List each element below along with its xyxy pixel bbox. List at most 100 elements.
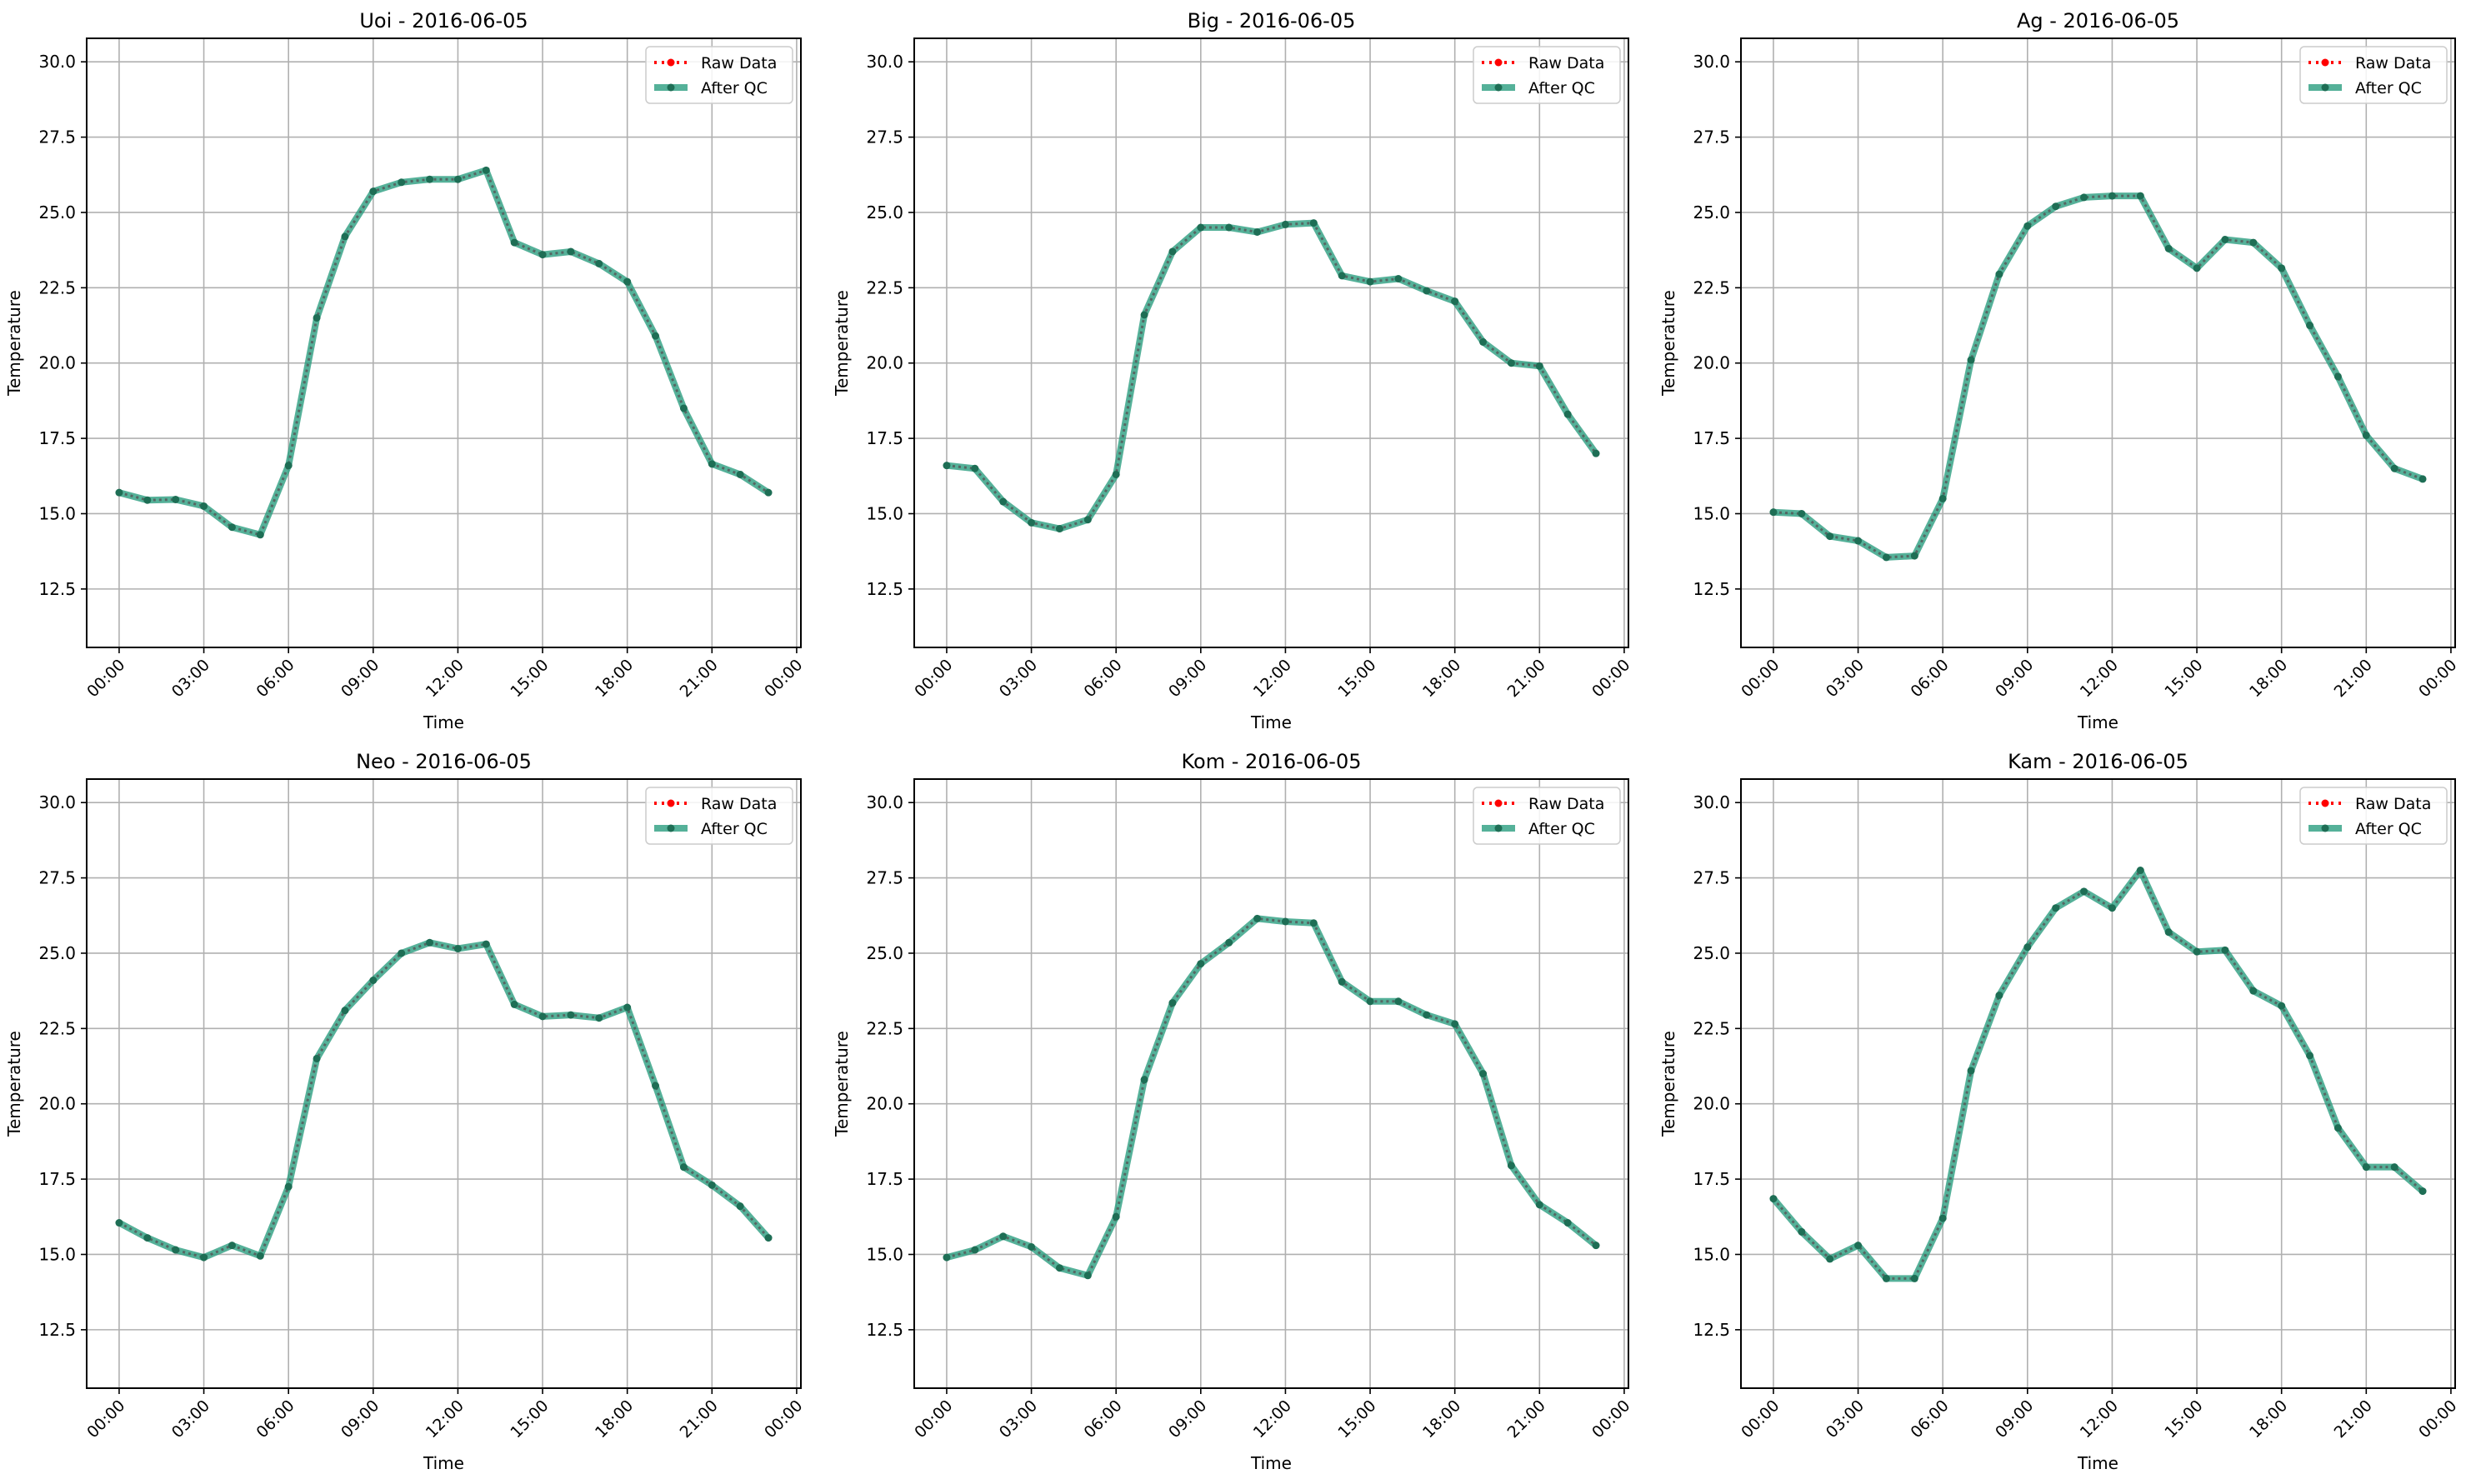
x-tick-label: 18:00 — [2246, 656, 2291, 701]
data-point — [172, 1246, 180, 1254]
after-qc-line — [946, 219, 1599, 532]
data-point — [943, 462, 951, 470]
data-point — [1507, 359, 1515, 367]
legend-qc-label: After QC — [1528, 79, 1595, 97]
data-point — [482, 940, 490, 948]
data-point — [1910, 1274, 1918, 1282]
data-point — [398, 178, 406, 187]
y-tick-label: 20.0 — [1693, 353, 1730, 373]
raw-data-line — [946, 917, 1597, 1277]
y-tick-label: 27.5 — [866, 127, 903, 147]
x-tick-label: 18:00 — [1419, 1397, 1464, 1442]
subplot-title: Big - 2016-06-05 — [1188, 9, 1356, 32]
data-point — [1055, 525, 1063, 533]
raw-data-line — [118, 168, 769, 537]
axes-frame — [86, 778, 802, 1389]
after-qc-line — [118, 167, 771, 538]
x-tick-label: 03:00 — [1823, 1397, 1868, 1442]
y-tick-label: 22.5 — [38, 277, 76, 297]
x-tick-label: 09:00 — [1992, 1397, 2037, 1442]
y-tick-label: 25.0 — [866, 202, 903, 222]
y-tick-label: 27.5 — [38, 127, 76, 147]
y-tick-label: 30.0 — [866, 792, 903, 812]
legend-raw-marker — [667, 58, 675, 67]
y-tick-label: 30.0 — [1693, 792, 1730, 812]
data-point — [2249, 987, 2258, 995]
subplot-title: Kam - 2016-06-05 — [2008, 750, 2188, 773]
x-tick-label: 18:00 — [592, 656, 637, 701]
subplot-title: Uoi - 2016-06-05 — [359, 9, 528, 32]
y-tick-label: 12.5 — [1693, 579, 1730, 599]
y-tick-label: 20.0 — [866, 353, 903, 373]
data-point — [1309, 219, 1318, 227]
x-tick-label: 06:00 — [253, 656, 298, 701]
data-point — [2306, 1052, 2314, 1060]
y-tick-label: 22.5 — [866, 277, 903, 297]
y-axis-label: Temperature — [1658, 1031, 1678, 1137]
data-point — [510, 238, 518, 247]
data-point — [1592, 1242, 1600, 1250]
data-point — [2333, 1124, 2342, 1132]
data-point — [736, 1202, 744, 1211]
legend-qc-label: After QC — [2355, 79, 2422, 97]
data-point — [971, 464, 979, 472]
legend-raw-label: Raw Data — [1528, 795, 1604, 813]
data-point — [1083, 516, 1092, 524]
x-tick-label: 00:00 — [1738, 656, 1783, 701]
x-tick-label: 12:00 — [2077, 1397, 2122, 1442]
y-axis-label: Temperature — [1658, 290, 1678, 397]
after-qc-line — [1770, 867, 2425, 1282]
raw-data-line — [1773, 194, 2423, 559]
data-point — [1882, 1274, 1890, 1282]
data-point — [115, 1219, 123, 1227]
x-tick-label: 09:00 — [338, 1397, 383, 1442]
y-tick-label: 20.0 — [38, 1094, 76, 1114]
data-point — [1366, 277, 1374, 286]
x-tick-label: 09:00 — [1992, 656, 2037, 701]
after-qc-line — [118, 939, 771, 1262]
data-point — [398, 949, 406, 957]
data-point — [1563, 410, 1572, 418]
x-tick-label: 00:00 — [1588, 1397, 1633, 1442]
data-point — [256, 531, 264, 539]
data-point — [2052, 904, 2060, 912]
data-point — [1028, 518, 1036, 527]
data-point — [341, 1007, 349, 1015]
y-tick-label: 30.0 — [38, 792, 76, 812]
data-point — [1854, 537, 1863, 545]
data-point — [1225, 223, 1233, 232]
data-point — [510, 1000, 518, 1008]
y-tick-label: 30.0 — [38, 52, 76, 72]
data-point — [1826, 1255, 1834, 1263]
y-tick-label: 20.0 — [1693, 1094, 1730, 1114]
x-tick-label: 21:00 — [2331, 1397, 2376, 1442]
legend-qc-marker — [1494, 824, 1503, 832]
y-axis-label: Temperature — [832, 290, 852, 397]
legend-raw-marker — [1494, 58, 1503, 67]
data-point — [538, 1012, 547, 1021]
data-point — [1028, 1242, 1036, 1251]
legend-qc-marker — [1494, 83, 1503, 92]
x-tick-label: 18:00 — [2246, 1397, 2291, 1442]
legend-qc-label: After QC — [701, 79, 768, 97]
data-point — [1592, 449, 1600, 457]
subplot-panel: 12.5 15.0 17.5 20.0 22.5 25.0 27.5 30.0 00:00 03:… — [4, 750, 806, 1473]
y-tick-label: 25.0 — [1693, 202, 1730, 222]
data-point — [1225, 938, 1233, 947]
x-tick-label: 03:00 — [996, 1397, 1041, 1442]
legend-qc-marker — [667, 824, 675, 832]
data-point — [971, 1246, 979, 1254]
raw-data-line — [118, 941, 770, 1259]
data-point — [256, 1252, 264, 1260]
y-tick-label: 15.0 — [866, 503, 903, 523]
data-point — [1394, 997, 1403, 1006]
data-point — [595, 259, 603, 267]
x-tick-label: 00:00 — [2415, 656, 2460, 701]
data-point — [284, 462, 293, 470]
data-point — [1938, 1214, 1947, 1222]
y-tick-label: 12.5 — [1693, 1320, 1730, 1340]
data-point — [1769, 508, 1778, 517]
subplot-panel: 12.5 15.0 17.5 20.0 22.5 25.0 27.5 30.0 00:00 03:… — [832, 9, 1633, 732]
